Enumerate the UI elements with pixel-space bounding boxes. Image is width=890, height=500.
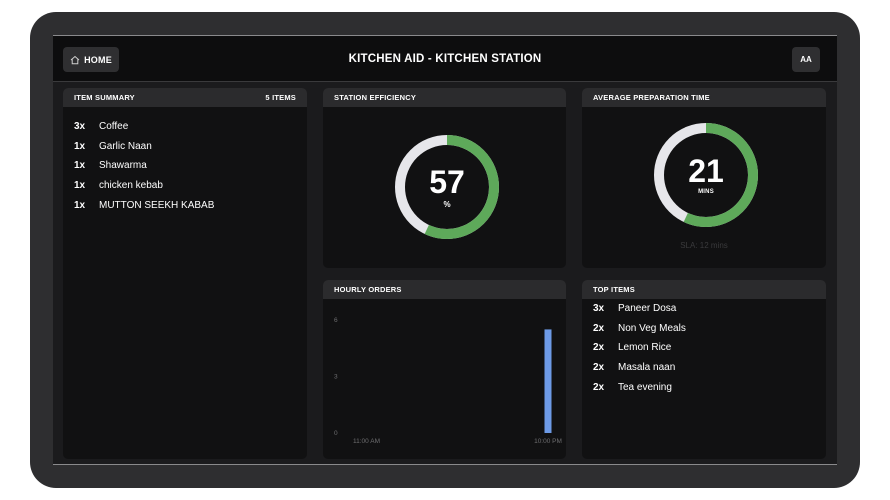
avg-prep-time-title: AVERAGE PREPARATION TIME	[593, 93, 710, 102]
item-qty: 2x	[593, 322, 605, 334]
efficiency-ring-progress	[395, 135, 499, 239]
hourly-orders-title: HOURLY ORDERS	[334, 285, 402, 294]
list-item: 1x MUTTON SEEKH KABAB	[74, 195, 296, 215]
item-qty: 1x	[74, 140, 86, 152]
top-items-panel: TOP ITEMS 3x Paneer Dosa 2x Non Veg Meals …	[582, 280, 826, 459]
list-item: 3x Coffee	[74, 117, 296, 137]
item-name: Tea evening	[618, 381, 672, 393]
item-name: Lemon Rice	[618, 342, 672, 354]
list-item: 1x chicken kebab	[74, 176, 296, 196]
list-item: 1x Garlic Naan	[74, 137, 296, 157]
home-button[interactable]: HOME	[63, 47, 119, 72]
x-tick-label: 10:00 PM	[534, 438, 562, 445]
hourly-orders-chart: 0 3 6 11:00 AM 10:00 PM	[334, 317, 562, 445]
top-items-header: TOP ITEMS	[582, 280, 826, 299]
item-qty: 1x	[74, 180, 86, 192]
avg-prep-time-header: AVERAGE PREPARATION TIME	[582, 88, 826, 107]
item-name: Paneer Dosa	[618, 303, 677, 315]
item-name: Garlic Naan	[99, 140, 152, 152]
list-item: 1x Shawarma	[74, 156, 296, 176]
item-name: chicken kebab	[99, 180, 163, 192]
item-name: Coffee	[99, 121, 129, 133]
top-bar: KITCHEN AID - KITCHEN STATION HOME AA	[53, 36, 837, 82]
sla-label: SLA: 12 mins	[680, 241, 728, 250]
top-items-title: TOP ITEMS	[593, 285, 635, 294]
hourly-orders-bar	[544, 329, 552, 433]
item-qty: 1x	[74, 199, 86, 211]
prep-time-ring: 21 MINS	[653, 122, 759, 228]
station-efficiency-header: STATION EFFICIENCY	[323, 88, 566, 107]
item-summary-count: 5 ITEMS	[265, 93, 296, 102]
item-name: Shawarma	[99, 160, 147, 172]
item-name: Masala naan	[618, 362, 676, 374]
prep-time-ring-progress	[654, 123, 758, 227]
screen-bottom-divider	[53, 464, 837, 465]
item-summary-list: 3x Coffee 1x Garlic Naan 1x Shawarma 1x chic…	[63, 107, 307, 215]
item-qty: 2x	[593, 381, 605, 393]
app-screen: KITCHEN AID - KITCHEN STATION HOME AA IT…	[53, 35, 837, 465]
y-tick-label: 6	[334, 317, 338, 324]
efficiency-value: 57	[429, 163, 465, 200]
home-button-label: HOME	[84, 54, 112, 65]
list-item: 2x Masala naan	[593, 358, 815, 378]
hourly-orders-panel: HOURLY ORDERS 0 3 6 11:00 AM 10:00 PM	[323, 280, 566, 459]
item-qty: 2x	[593, 342, 605, 354]
item-name: Non Veg Meals	[618, 322, 686, 334]
y-tick-label: 0	[334, 430, 338, 437]
screen-top-divider	[53, 35, 837, 36]
item-name: MUTTON SEEKH KABAB	[99, 199, 215, 211]
efficiency-ring: 57 %	[394, 134, 500, 240]
item-qty: 3x	[593, 303, 605, 315]
home-icon	[70, 55, 80, 64]
list-item: 3x Paneer Dosa	[593, 299, 815, 319]
x-tick-label: 11:00 AM	[353, 438, 380, 445]
prep-time-value: 21	[688, 153, 724, 189]
item-qty: 1x	[74, 160, 86, 172]
avg-prep-time-panel: AVERAGE PREPARATION TIME 21 MINS SLA: 12…	[582, 88, 826, 268]
efficiency-unit: %	[443, 199, 451, 209]
station-efficiency-panel: STATION EFFICIENCY 57 %	[323, 88, 566, 268]
item-summary-panel: ITEM SUMMARY 5 ITEMS 3x Coffee 1x Garlic N…	[63, 88, 307, 459]
item-qty: 3x	[74, 121, 86, 133]
list-item: 2x Non Veg Meals	[593, 319, 815, 339]
item-summary-header: ITEM SUMMARY 5 ITEMS	[63, 88, 307, 107]
station-efficiency-title: STATION EFFICIENCY	[334, 93, 417, 102]
hourly-orders-header: HOURLY ORDERS	[323, 280, 566, 299]
prep-time-unit: MINS	[698, 189, 714, 195]
top-items-list: 3x Paneer Dosa 2x Non Veg Meals 2x Lemon Ri…	[582, 299, 826, 397]
item-summary-title: ITEM SUMMARY	[74, 93, 135, 102]
y-tick-label: 3	[334, 374, 338, 381]
font-size-button[interactable]: AA	[792, 47, 820, 72]
list-item: 2x Tea evening	[593, 377, 815, 397]
page-title: KITCHEN AID - KITCHEN STATION	[348, 53, 542, 65]
list-item: 2x Lemon Rice	[593, 338, 815, 358]
item-qty: 2x	[593, 362, 605, 374]
